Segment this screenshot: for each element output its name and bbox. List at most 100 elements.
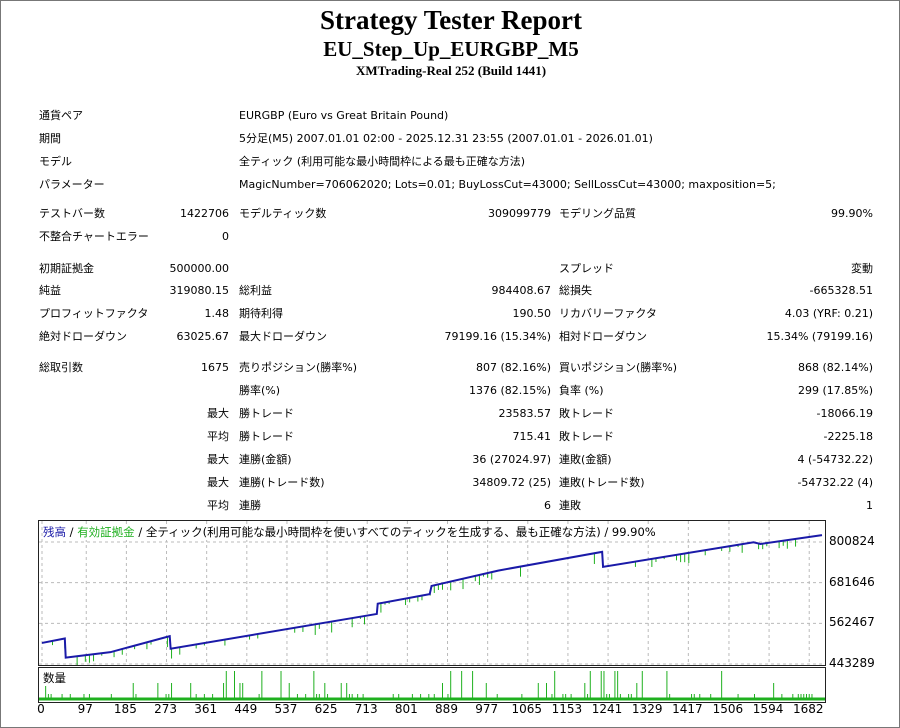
x-tick-label: 185 [113,702,137,716]
info-label: モデル [39,155,72,168]
stat-label: 勝トレード [239,407,294,420]
stat-label: 最大ドローダウン [239,330,327,343]
info-label: 期間 [39,132,61,145]
stat-value: 99.90% [831,207,873,220]
x-tick-label: 889 [435,702,458,716]
stat-label: スプレッド [559,262,614,275]
x-tick-label: 801 [394,702,418,716]
stat-label: 期待利得 [239,307,283,320]
stat-value: -665328.51 [809,284,873,297]
legend-sep: / [66,525,78,539]
stat-label: モデリング品質 [559,207,636,220]
stat-value: 最大 [207,453,229,466]
stat-value: 1675 [201,361,229,374]
stat-value: 500000.00 [169,262,230,275]
stat-label: 総取引数 [39,361,83,374]
stat-label: 総損失 [559,284,592,297]
info-label: 通貨ペア [39,109,83,122]
x-tick-label: 449 [234,702,258,716]
stat-label: 純益 [39,284,61,297]
stat-label: 買いポジション(勝率%) [559,361,678,374]
expert-name: EU_Step_Up_EURGBP_M5 [323,37,579,61]
stat-label: 総利益 [239,284,272,297]
stat-value: 868 (82.14%) [797,361,873,374]
stat-label: 連勝 [239,499,261,512]
stat-label: プロフィットファクタ [39,307,149,320]
info-value: MagicNumber=706062020; Lots=0.01; BuyLos… [239,178,776,191]
x-tick-label: 1065 [511,702,543,716]
stat-value: -2225.18 [823,430,873,443]
stat-value: 平均 [207,499,229,512]
stat-value: 309099779 [488,207,551,220]
legend-model: / 全ティック(利用可能な最小時間枠を使いすべてのティックを生成する、最も正確な… [134,525,656,539]
x-tick-label: 1594 [752,702,784,716]
stat-label: 初期証拠金 [39,262,94,275]
stat-value: 63025.67 [176,330,230,343]
x-tick-label: 1417 [672,702,703,716]
info-value: 5分足(M5) 2007.01.01 02:00 - 2025.12.31 23… [239,132,653,145]
stat-label: テストバー数 [39,207,105,220]
y-tick-label: 681646 [829,574,875,589]
stat-value: 1422706 [180,207,229,220]
info-label: パラメーター [39,178,105,191]
stat-label: 連勝(トレード数) [239,476,325,489]
server-build: XMTrading-Real 252 (Build 1441) [355,63,547,78]
x-tick-label: 97 [77,702,93,716]
stat-value: 299 (17.85%) [797,384,873,397]
balance-chart: 残高 / 有効証拠金 / 全ティック(利用可能な最小時間枠を使いすべてのティック… [38,520,826,666]
x-tick-label: 273 [154,702,177,716]
stat-value: 34809.72 (25) [472,476,551,489]
stat-label: 勝率(%) [239,384,281,397]
stat-value: 4 (-54732.22) [797,453,873,466]
stat-value: 23583.57 [498,407,552,420]
stat-value: 1 [866,499,873,512]
stat-label: 不整合チャートエラー [39,230,149,243]
x-tick-label: 713 [354,702,378,716]
stat-label: 連敗 [559,499,581,512]
stat-label: 連敗(金額) [559,453,612,466]
x-tick-label: 1506 [712,702,744,716]
info-value: 全ティック (利用可能な最小時間枠による最も正確な方法) [239,155,526,168]
stat-value: 807 (82.16%) [475,361,551,374]
stat-value: 0 [222,230,229,243]
stat-value: 変動 [851,262,873,275]
stat-value: 4.03 (YRF: 0.21) [784,307,873,320]
stat-value: 1376 (82.15%) [468,384,551,397]
stat-label: 売りポジション(勝率%) [239,361,358,374]
stat-value: -54732.22 (4) [797,476,873,489]
stat-label: モデルティック数 [239,207,327,220]
balance-line [41,534,823,659]
stat-label: 敗トレード [559,430,614,443]
x-tick-label: 977 [475,702,499,716]
stat-label: 負率 (%) [559,384,604,397]
stat-value: 1.48 [204,307,230,320]
x-tick-label: 361 [194,702,218,716]
y-tick-label: 562467 [829,615,875,630]
stat-value: 190.50 [512,307,552,320]
stat-value: 984408.67 [491,284,552,297]
stat-value: 36 (27024.97) [472,453,551,466]
stat-value: 319080.15 [169,284,230,297]
x-tick-label: 1682 [792,702,824,716]
stat-value: 最大 [207,476,229,489]
volume-chart: 数量 [38,667,826,703]
y-tick-label: 443289 [829,656,875,670]
x-tick-label: 1329 [631,702,663,716]
info-value: EURGBP (Euro vs Great Britain Pound) [239,109,449,122]
y-tick-label: 800824 [829,534,875,548]
stat-label: 絶対ドローダウン [39,330,127,343]
stat-label: 相対ドローダウン [559,330,647,343]
x-tick-label: 1153 [551,702,583,716]
x-tick-label: 625 [314,702,338,716]
stat-value: -18066.19 [816,407,873,420]
stat-label: 敗トレード [559,407,614,420]
legend-balance: 残高 [43,525,66,539]
x-tick-label: 537 [274,702,298,716]
stat-label: 連敗(トレード数) [559,476,645,489]
legend-equity: 有効証拠金 [77,525,135,539]
stat-label: 勝トレード [239,430,294,443]
stat-value: 79199.16 (15.34%) [444,330,551,343]
stat-label: リカバリーファクタ [559,307,657,320]
stat-value: 平均 [207,430,229,443]
